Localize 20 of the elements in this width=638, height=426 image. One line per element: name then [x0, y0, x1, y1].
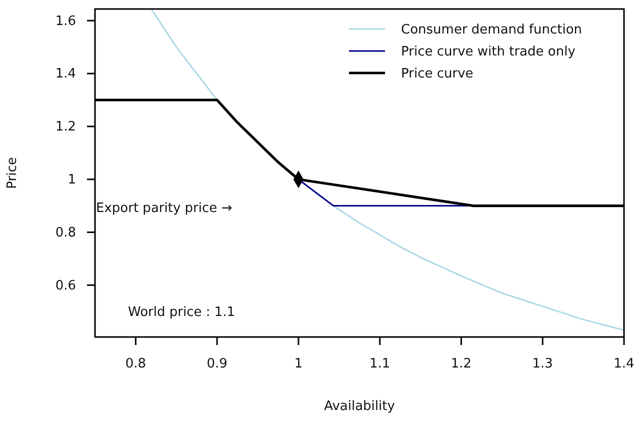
x-tick-label: 1.4	[614, 356, 634, 372]
y-tick-label: 1.2	[55, 120, 76, 135]
x-tick-label: 1	[294, 356, 303, 372]
y-axis-title: Price	[5, 157, 20, 189]
y-tick-label: 0.8	[55, 225, 76, 240]
legend-label: Consumer demand function	[401, 22, 582, 38]
x-tick-label: 0.9	[206, 356, 228, 372]
y-tick-label: 1.6	[55, 14, 76, 29]
x-tick-label: 0.8	[125, 356, 146, 372]
x-tick-label: 1.2	[450, 356, 472, 372]
x-tick-label: 1.1	[370, 356, 390, 372]
y-tick-label: 1	[68, 172, 76, 188]
legend-label: Price curve with trade only	[401, 44, 576, 60]
x-axis-title: Availability	[324, 399, 396, 414]
y-tick-label: 1.4	[55, 66, 76, 82]
legend-label: Price curve	[401, 66, 474, 82]
y-tick-label: 0.6	[55, 278, 76, 294]
x-tick-label: 1.3	[532, 356, 553, 372]
annotation: World price : 1.1	[128, 305, 236, 320]
annotation: Export parity price →	[96, 201, 232, 216]
